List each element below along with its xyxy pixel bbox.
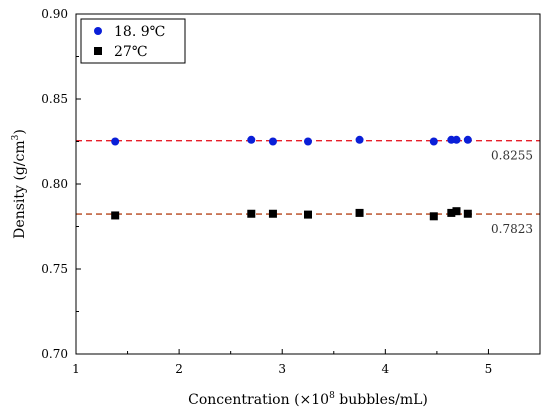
legend-label: 27℃	[114, 44, 147, 60]
y-tick-label: 0.80	[41, 177, 68, 191]
legend-marker-square	[94, 47, 102, 55]
x-tick-label: 2	[175, 362, 183, 376]
x-tick-label: 4	[382, 362, 390, 376]
data-point-square	[463, 209, 472, 218]
y-tick-label: 0.85	[41, 92, 68, 106]
reference-labels: 0.8255 0.7823	[491, 149, 533, 236]
data-point-circle	[355, 135, 364, 144]
x-axis-title: Concentration (×108 bubbles/mL)	[188, 391, 428, 408]
x-axis: 1 2 3 4 5	[72, 349, 492, 376]
data-point-square	[304, 210, 312, 219]
data-point-circle	[268, 137, 277, 146]
y-tick-label: 0.70	[41, 347, 68, 361]
data-point-square	[429, 212, 438, 221]
y-tick-label: 0.90	[41, 7, 68, 21]
legend-label: 18. 9℃	[114, 24, 165, 40]
data-point-square	[268, 209, 277, 218]
data-point-circle	[463, 135, 472, 144]
data-point-circle	[247, 135, 256, 144]
data-point-circle	[429, 137, 438, 146]
data-point-square	[355, 208, 364, 217]
y-axis-title: Density (g/cm3)	[11, 129, 28, 239]
reference-lines	[76, 139, 540, 215]
x-tick-label: 3	[278, 362, 286, 376]
y-tick-label: 0.75	[41, 262, 68, 276]
data-point-square	[447, 208, 456, 217]
data-points	[111, 135, 472, 221]
y-axis: 0.70 0.75 0.80 0.85 0.90	[41, 7, 81, 361]
x-tick-label: 1	[72, 362, 80, 376]
x-tick-label: 5	[485, 362, 493, 376]
legend-box	[80, 18, 186, 64]
data-point-circle	[111, 137, 120, 146]
plot-frame	[75, 13, 541, 355]
data-point-circle	[452, 135, 461, 144]
legend: 18. 9℃ 27℃	[80, 18, 186, 64]
reference-line-label: 0.7823	[491, 222, 533, 236]
data-point-square	[452, 207, 461, 216]
legend-marker-circle	[94, 27, 102, 35]
data-point-square	[111, 211, 120, 220]
data-point-square	[247, 209, 256, 218]
reference-line-label: 0.8255	[491, 149, 533, 163]
data-point-circle	[304, 137, 312, 146]
